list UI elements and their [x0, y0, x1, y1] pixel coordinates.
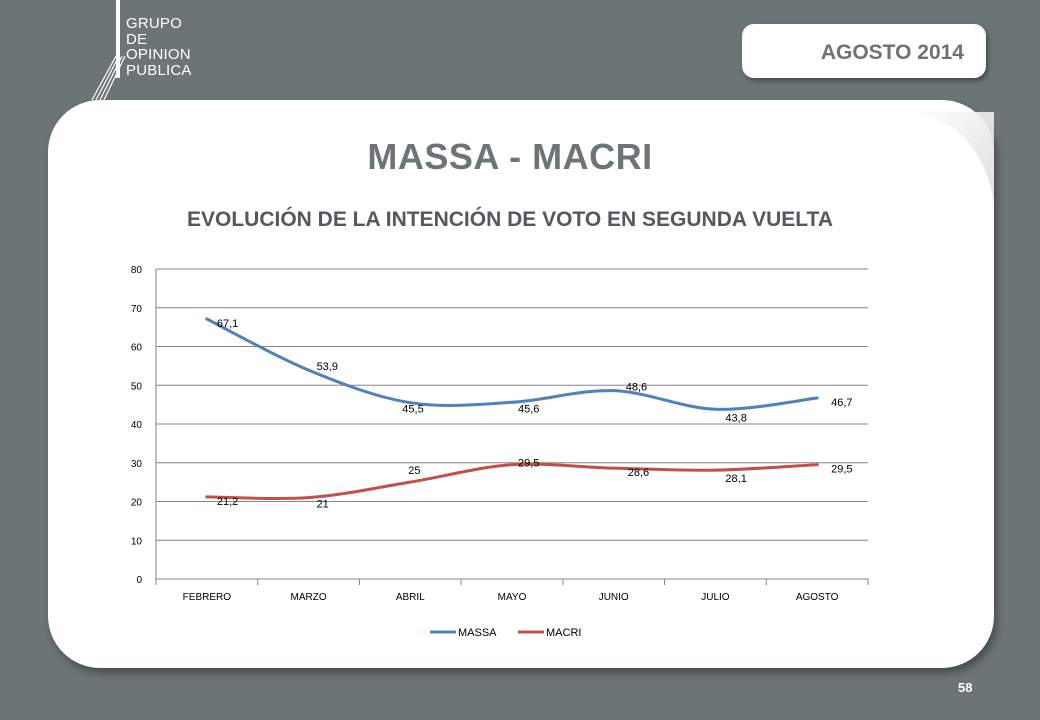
data-label: 21,2 [217, 496, 238, 508]
data-label: 29,5 [518, 458, 539, 470]
data-point [815, 396, 819, 400]
data-point [408, 401, 412, 405]
data-label: 53,9 [317, 361, 338, 373]
logo-line-4: PUBLICA [126, 61, 192, 79]
y-tick-label: 80 [131, 265, 143, 276]
x-tick-label: FEBRERO [183, 592, 232, 603]
y-tick-label: 50 [131, 381, 143, 392]
data-label: 45,5 [402, 404, 423, 416]
data-point [408, 480, 412, 484]
logo-bar [116, 0, 120, 78]
data-point [510, 463, 514, 467]
y-tick-label: 70 [131, 304, 143, 315]
x-tick-label: MAYO [498, 592, 527, 603]
data-label: 28,1 [725, 473, 746, 485]
y-tick-label: 10 [131, 536, 143, 547]
data-label: 28,6 [628, 467, 649, 479]
x-tick-label: JULIO [701, 592, 730, 603]
data-point [713, 468, 717, 472]
data-label: 46,7 [831, 397, 852, 409]
y-tick-label: 40 [131, 420, 143, 431]
x-tick-label: AGOSTO [796, 592, 839, 603]
page-number: 58 [958, 680, 973, 695]
series-line-massa [205, 317, 819, 411]
data-point [307, 368, 311, 372]
content-card [48, 100, 994, 668]
legend-label: MACRI [546, 627, 581, 639]
legend-label: MASSA [458, 627, 497, 639]
data-point [815, 463, 819, 467]
slide-title: MASSA - MACRI [367, 136, 653, 177]
data-point [205, 495, 209, 499]
month-label: AGOSTO 2014 [820, 41, 964, 64]
y-tick-label: 60 [131, 343, 143, 354]
y-tick-label: 0 [136, 575, 142, 586]
logo-line-1: GRUPO [126, 15, 183, 32]
y-tick-label: 30 [131, 459, 143, 470]
data-point [205, 317, 209, 321]
data-point [510, 400, 514, 404]
data-point [612, 389, 616, 393]
logo-lines-icon [91, 56, 126, 101]
data-point [612, 466, 616, 470]
x-tick-label: ABRIL [396, 592, 425, 603]
logo-line-3: OPINION [126, 46, 191, 63]
month-badge: AGOSTO 2014 [742, 24, 986, 78]
data-point [307, 496, 311, 500]
data-label: 29,5 [831, 464, 852, 476]
y-tick-label: 20 [131, 498, 143, 509]
data-label: 45,6 [518, 403, 539, 415]
logo-text: GRUPO DE OPINION PUBLICA [126, 16, 192, 78]
data-label: 25 [408, 465, 420, 477]
logo-line-2: DE [126, 30, 148, 48]
data-label: 21 [317, 499, 329, 511]
data-label: 48,6 [626, 382, 647, 394]
data-label: 43,8 [725, 412, 746, 424]
x-tick-label: MARZO [291, 592, 327, 603]
chart-title: EVOLUCIÓN DE LA INTENCIÓN DE VOTO EN SEG… [187, 208, 833, 231]
page-curl-icon [910, 112, 994, 202]
x-tick-label: JUNIO [599, 592, 629, 603]
data-point [713, 407, 717, 411]
data-label: 67,1 [217, 318, 238, 330]
